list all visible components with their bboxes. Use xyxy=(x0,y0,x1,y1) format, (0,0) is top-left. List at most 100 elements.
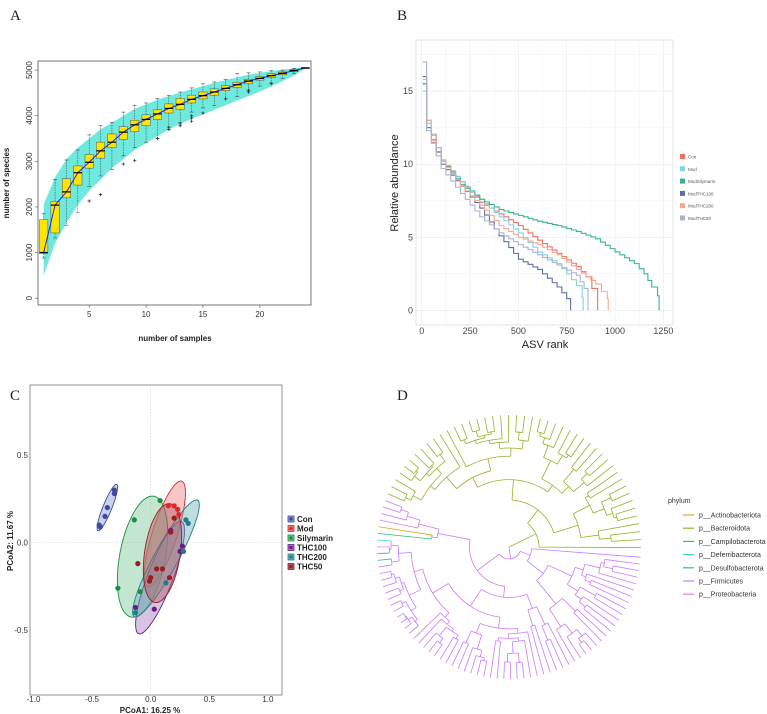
tree-branch xyxy=(451,628,454,632)
outlier-point xyxy=(121,162,125,166)
tree-branch xyxy=(549,423,557,440)
tree-arc xyxy=(399,576,404,590)
tree-branch xyxy=(390,600,401,606)
tree-branch xyxy=(570,438,585,458)
tree-branch xyxy=(584,563,601,569)
tree-branch xyxy=(599,537,612,540)
tree-branch xyxy=(463,647,474,672)
tree-branch xyxy=(391,486,408,495)
tree-branch xyxy=(536,606,546,625)
legend-label: THC100 xyxy=(297,544,327,553)
tree-branch xyxy=(589,478,623,499)
tree-branch xyxy=(382,582,397,588)
tree-arc xyxy=(437,640,443,645)
tree-branch xyxy=(584,453,603,472)
legend-label: ModTHC50 xyxy=(688,216,712,221)
box xyxy=(61,178,71,199)
tree-branch xyxy=(479,650,483,657)
legend-dot xyxy=(289,517,293,521)
tree-branch xyxy=(592,508,605,514)
box xyxy=(141,114,151,127)
tree-branch xyxy=(437,532,471,540)
tree-arc xyxy=(477,479,549,493)
y-tick-label: 5000 xyxy=(25,61,34,79)
tree-arc xyxy=(498,637,519,639)
point-mod xyxy=(176,512,182,518)
tree-branch xyxy=(451,641,464,667)
x-tick-label: 15 xyxy=(198,310,207,319)
tree-arc xyxy=(541,622,548,627)
tree-branch xyxy=(521,440,524,449)
tree-branch xyxy=(395,479,416,492)
series-line-modthc50 xyxy=(422,61,589,311)
legend-dot xyxy=(289,564,293,569)
tree-branch xyxy=(476,634,483,650)
tree-branch xyxy=(461,423,468,439)
tree-branch xyxy=(377,539,392,542)
tree-arc xyxy=(403,582,417,608)
legend-label: Con xyxy=(297,515,313,524)
tree-branch xyxy=(541,625,549,641)
tree-branch xyxy=(614,516,617,519)
tree-arc xyxy=(558,452,567,459)
outlier-point xyxy=(98,193,103,197)
tree-branch xyxy=(439,637,454,660)
tree-branch xyxy=(557,429,571,454)
tree-arc xyxy=(422,569,450,614)
outlier-point xyxy=(189,119,194,123)
tree-branch xyxy=(430,485,436,490)
tree-arc xyxy=(431,534,433,540)
tree-branch xyxy=(617,515,638,522)
tree-branch xyxy=(606,512,613,516)
legend-label: Con xyxy=(688,155,697,160)
y-tick-label: 3000 xyxy=(25,152,34,170)
y-tick-label: 0 xyxy=(25,295,34,300)
outlier-point xyxy=(178,122,182,126)
tree-branch xyxy=(612,565,639,572)
y-tick-label: -0.5 xyxy=(14,626,28,635)
tree-branch xyxy=(585,495,589,499)
tree-arc xyxy=(608,494,613,502)
tree-branch xyxy=(566,636,581,659)
tree-branch xyxy=(601,562,605,564)
legend-label: p__Firmicutes xyxy=(699,579,743,586)
tree-branch xyxy=(483,657,485,661)
tree-branch xyxy=(611,570,638,578)
tree-branch xyxy=(418,523,439,530)
tree-arc xyxy=(403,494,408,502)
tree-branch xyxy=(487,458,492,471)
point-thc50 xyxy=(159,566,166,572)
tree-arc xyxy=(541,478,563,494)
tree-branch xyxy=(576,629,583,637)
tree-branch xyxy=(521,662,525,679)
tree-branch xyxy=(397,613,404,618)
x-tick-label: -1.0 xyxy=(27,695,41,704)
tree-arc xyxy=(515,431,523,433)
tree-branch xyxy=(536,580,557,605)
point-con xyxy=(96,522,102,528)
tree-branch xyxy=(547,622,570,665)
legend-label: p__Campilobacterota xyxy=(699,539,766,546)
box xyxy=(73,165,83,186)
tree-branch xyxy=(387,593,401,600)
tree-branch xyxy=(598,572,636,585)
tree-branch xyxy=(439,434,461,468)
tree-branch xyxy=(534,625,551,673)
tree-arc xyxy=(512,640,525,643)
tree-arc xyxy=(448,583,500,618)
legend-title: phylum xyxy=(668,498,691,505)
tree-arc xyxy=(593,593,598,599)
tree-branch xyxy=(543,445,549,458)
box xyxy=(118,126,128,140)
tree-arc xyxy=(466,455,511,468)
tree-branch xyxy=(583,608,611,632)
legend-label: ModSilymarin xyxy=(688,179,716,184)
tree-branch xyxy=(527,631,538,677)
y-tick-label: 15 xyxy=(403,86,413,96)
tree-branch xyxy=(520,550,531,556)
tree-branch xyxy=(561,597,576,612)
x-tick-label: 5 xyxy=(87,310,92,319)
x-tick-label: 1000 xyxy=(605,326,625,336)
point-con xyxy=(104,504,110,511)
x-tick-label: 10 xyxy=(142,310,151,319)
